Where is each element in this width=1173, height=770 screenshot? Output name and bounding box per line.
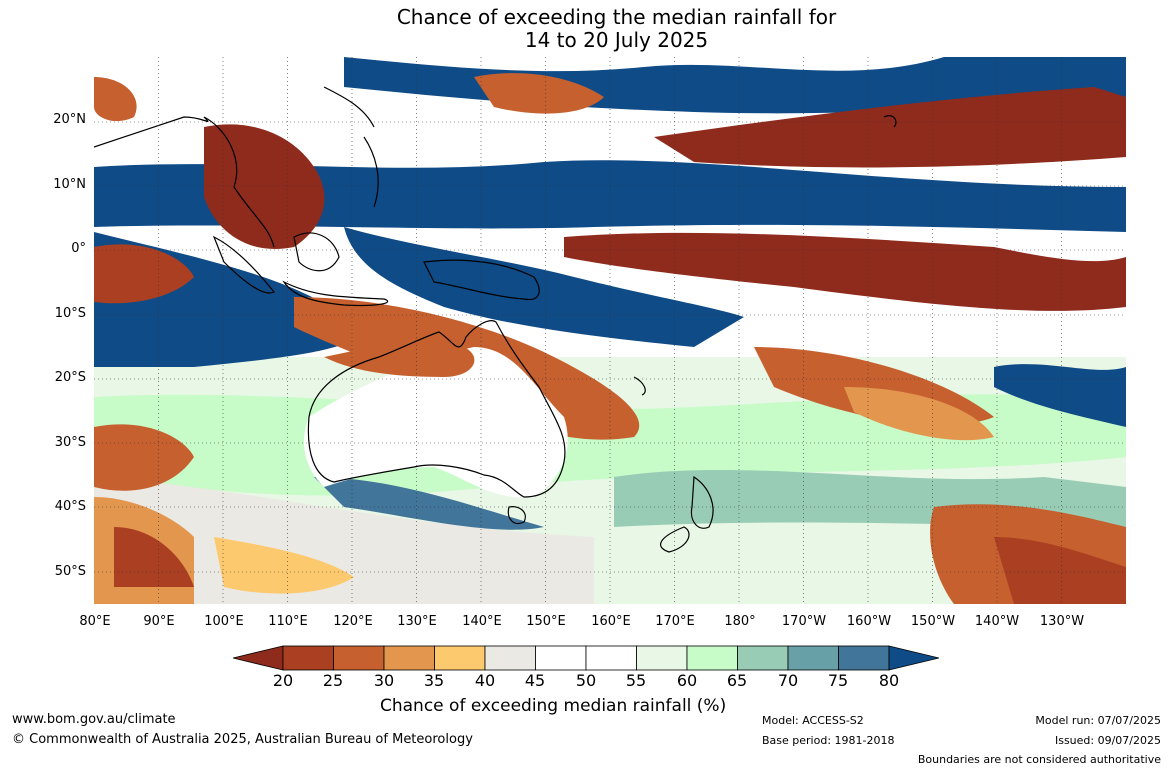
map-title: Chance of exceeding the median rainfall … bbox=[396, 5, 837, 29]
colorbar-under-arrow bbox=[233, 645, 284, 671]
colorbar bbox=[233, 645, 939, 671]
colorbar-tick: 60 bbox=[676, 671, 698, 690]
colorbar-tick: 40 bbox=[474, 671, 496, 690]
lon-label: 90°E bbox=[143, 614, 175, 629]
rainfall-probability-map bbox=[94, 57, 1126, 604]
lon-label: 140°E bbox=[462, 614, 502, 629]
issued-date: Issued: 09/07/2025 bbox=[1054, 734, 1161, 747]
copyright-notice: © Commonwealth of Australia 2025, Austra… bbox=[12, 732, 473, 747]
lon-label: 130°E bbox=[397, 614, 437, 629]
lon-label: 130°W bbox=[1039, 614, 1085, 629]
colorbar-tick: 30 bbox=[373, 671, 395, 690]
colorbar-segment bbox=[686, 645, 738, 671]
colorbar-tick: 70 bbox=[777, 671, 799, 690]
lat-label: 10°S bbox=[54, 306, 86, 321]
coastlines bbox=[94, 86, 897, 553]
colorbar-segment bbox=[383, 645, 435, 671]
colorbar-over-arrow bbox=[888, 645, 939, 671]
colorbar-tick: 45 bbox=[524, 671, 546, 690]
colorbar-tick: 35 bbox=[423, 671, 445, 690]
lon-label: 170°W bbox=[781, 614, 827, 629]
colorbar-tick: 55 bbox=[625, 671, 647, 690]
colorbar-segment bbox=[434, 645, 486, 671]
graticule bbox=[94, 57, 1126, 604]
website-link[interactable]: www.bom.gov.au/climate bbox=[12, 712, 176, 727]
lat-label: 20°S bbox=[54, 370, 86, 385]
map-subtitle-dates: 14 to 20 July 2025 bbox=[524, 28, 709, 52]
colorbar-segment bbox=[787, 645, 839, 671]
lon-label: 150°W bbox=[910, 614, 956, 629]
lon-label: 110°E bbox=[268, 614, 308, 629]
lat-label: 0° bbox=[71, 241, 86, 256]
colorbar-segment bbox=[535, 645, 587, 671]
lon-label: 120°E bbox=[333, 614, 373, 629]
colorbar-tick: 25 bbox=[322, 671, 344, 690]
colorbar-segment bbox=[636, 645, 688, 671]
lon-label: 100°E bbox=[204, 614, 244, 629]
lon-label: 140°W bbox=[974, 614, 1020, 629]
colorbar-title: Chance of exceeding median rainfall (%) bbox=[380, 696, 727, 716]
colorbar-segment bbox=[484, 645, 536, 671]
base-period: Base period: 1981-2018 bbox=[762, 734, 895, 747]
lon-label: 80°E bbox=[79, 614, 111, 629]
lat-label: 30°S bbox=[54, 435, 86, 450]
lon-label: 150°E bbox=[526, 614, 566, 629]
colorbar-segment bbox=[585, 645, 637, 671]
lat-label: 20°N bbox=[53, 112, 86, 127]
colorbar-tick: 75 bbox=[827, 671, 849, 690]
lat-label: 40°S bbox=[54, 499, 86, 514]
model-run-date: Model run: 07/07/2025 bbox=[1035, 714, 1161, 727]
colorbar-tick: 65 bbox=[726, 671, 748, 690]
colorbar-segment bbox=[333, 645, 385, 671]
colorbar-segment bbox=[737, 645, 789, 671]
probability-field bbox=[94, 57, 1126, 604]
colorbar-segment bbox=[282, 645, 334, 671]
lon-label: 170°E bbox=[655, 614, 695, 629]
colorbar-tick: 80 bbox=[878, 671, 900, 690]
lon-label: 160°E bbox=[591, 614, 631, 629]
colorbar-tick: 20 bbox=[272, 671, 294, 690]
lat-label: 10°N bbox=[53, 177, 86, 192]
lon-label: 160°W bbox=[846, 614, 892, 629]
lon-label: 180° bbox=[724, 614, 756, 629]
model-name: Model: ACCESS-S2 bbox=[762, 714, 864, 727]
colorbar-tick: 50 bbox=[575, 671, 597, 690]
boundary-disclaimer: Boundaries are not considered authoritat… bbox=[917, 753, 1161, 766]
lat-label: 50°S bbox=[54, 564, 86, 579]
colorbar-segment bbox=[838, 645, 890, 671]
